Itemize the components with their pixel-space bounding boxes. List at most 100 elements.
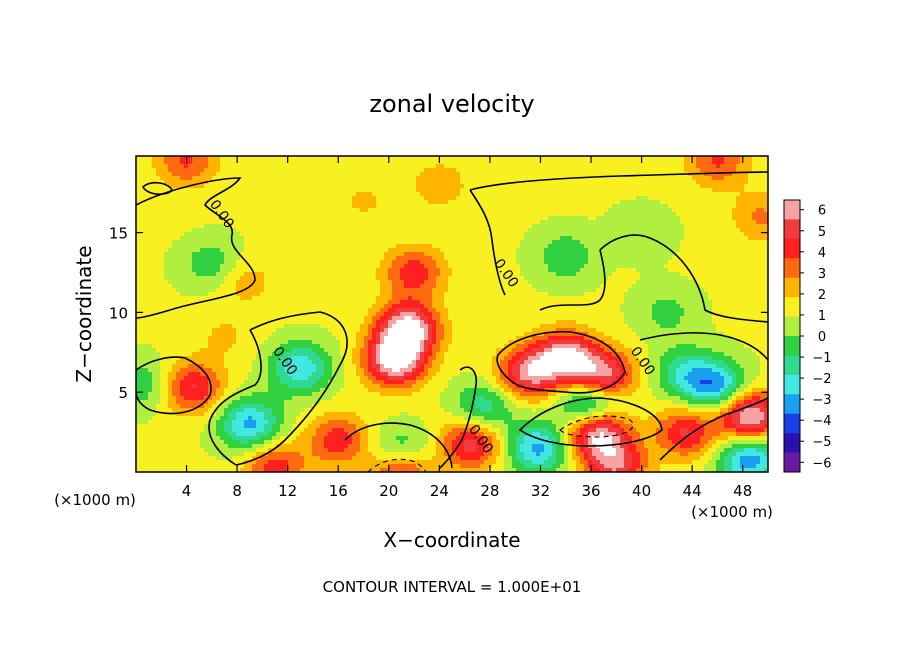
field-cell xyxy=(332,224,337,229)
field-cell xyxy=(560,208,565,213)
field-cell xyxy=(520,268,525,273)
field-cell xyxy=(524,228,529,233)
field-cell xyxy=(240,168,245,173)
field-cell xyxy=(216,248,221,253)
field-cell xyxy=(204,220,209,225)
field-cell xyxy=(232,184,237,189)
field-cell xyxy=(160,156,165,161)
field-cell xyxy=(520,228,525,233)
field-cell xyxy=(752,224,757,229)
field-cell xyxy=(664,208,669,213)
field-cell xyxy=(388,168,393,173)
field-cell xyxy=(620,260,625,265)
field-cell xyxy=(392,224,397,229)
field-cell xyxy=(476,248,481,253)
field-cell xyxy=(324,276,329,281)
field-cell xyxy=(256,188,261,193)
field-cell xyxy=(628,268,633,273)
field-cell xyxy=(764,168,768,173)
field-cell xyxy=(716,184,721,189)
field-cell xyxy=(420,164,425,169)
field-cell xyxy=(760,180,765,185)
field-cell xyxy=(548,276,553,281)
field-cell xyxy=(328,264,333,269)
field-cell xyxy=(564,216,569,221)
field-cell xyxy=(144,168,149,173)
field-cell xyxy=(744,204,749,209)
field-cell xyxy=(720,228,725,233)
field-cell xyxy=(364,164,369,169)
field-cell xyxy=(456,232,461,237)
field-cell xyxy=(500,244,505,249)
field-cell xyxy=(156,268,161,273)
field-cell xyxy=(308,160,313,165)
field-cell xyxy=(524,248,529,253)
field-cell xyxy=(516,204,521,209)
field-cell xyxy=(420,208,425,213)
field-cell xyxy=(700,268,705,273)
field-cell xyxy=(264,220,269,225)
field-cell xyxy=(396,268,401,273)
field-cell xyxy=(612,184,617,189)
field-cell xyxy=(304,176,309,181)
field-cell xyxy=(296,204,301,209)
field-cell xyxy=(356,212,361,217)
field-cell xyxy=(288,236,293,241)
field-cell xyxy=(648,232,653,237)
field-cell xyxy=(180,240,185,245)
field-cell xyxy=(520,188,525,193)
field-cell xyxy=(576,184,581,189)
field-cell xyxy=(364,168,369,173)
field-cell xyxy=(504,276,509,281)
field-cell xyxy=(204,168,209,173)
field-cell xyxy=(372,280,377,285)
field-cell xyxy=(632,236,637,241)
field-cell xyxy=(208,204,213,209)
field-cell xyxy=(676,188,681,193)
field-cell xyxy=(236,200,241,205)
field-cell xyxy=(436,160,441,165)
field-cell xyxy=(296,244,301,249)
field-cell xyxy=(640,172,645,177)
field-cell xyxy=(452,260,457,265)
field-cell xyxy=(560,272,565,277)
field-cell xyxy=(232,236,237,241)
field-cell xyxy=(720,220,725,225)
field-cell xyxy=(212,204,217,209)
field-cell xyxy=(652,276,657,281)
field-cell xyxy=(716,228,721,233)
field-cell xyxy=(564,200,569,205)
field-cell xyxy=(388,224,393,229)
field-cell xyxy=(380,212,385,217)
field-cell xyxy=(700,176,705,181)
field-cell xyxy=(444,228,449,233)
field-cell xyxy=(548,192,553,197)
field-cell xyxy=(652,188,657,193)
field-cell xyxy=(164,232,169,237)
field-cell xyxy=(256,200,261,205)
field-cell xyxy=(612,260,617,265)
field-cell xyxy=(356,208,361,213)
field-cell xyxy=(736,248,741,253)
field-cell xyxy=(200,216,205,221)
field-cell xyxy=(688,236,693,241)
field-cell xyxy=(192,264,197,269)
field-cell xyxy=(348,236,353,241)
field-cell xyxy=(392,216,397,221)
field-cell xyxy=(192,192,197,197)
field-cell xyxy=(512,168,517,173)
field-cell xyxy=(548,204,553,209)
field-cell xyxy=(164,168,169,173)
field-cell xyxy=(676,180,681,185)
field-cell xyxy=(384,172,389,177)
field-cell xyxy=(252,220,257,225)
field-cell xyxy=(532,248,537,253)
field-cell xyxy=(504,264,509,269)
field-cell xyxy=(536,180,541,185)
field-cell xyxy=(652,184,657,189)
field-cell xyxy=(380,248,385,253)
field-cell xyxy=(728,212,733,217)
field-cell xyxy=(152,200,157,205)
field-cell xyxy=(572,260,577,265)
field-cell xyxy=(532,200,537,205)
